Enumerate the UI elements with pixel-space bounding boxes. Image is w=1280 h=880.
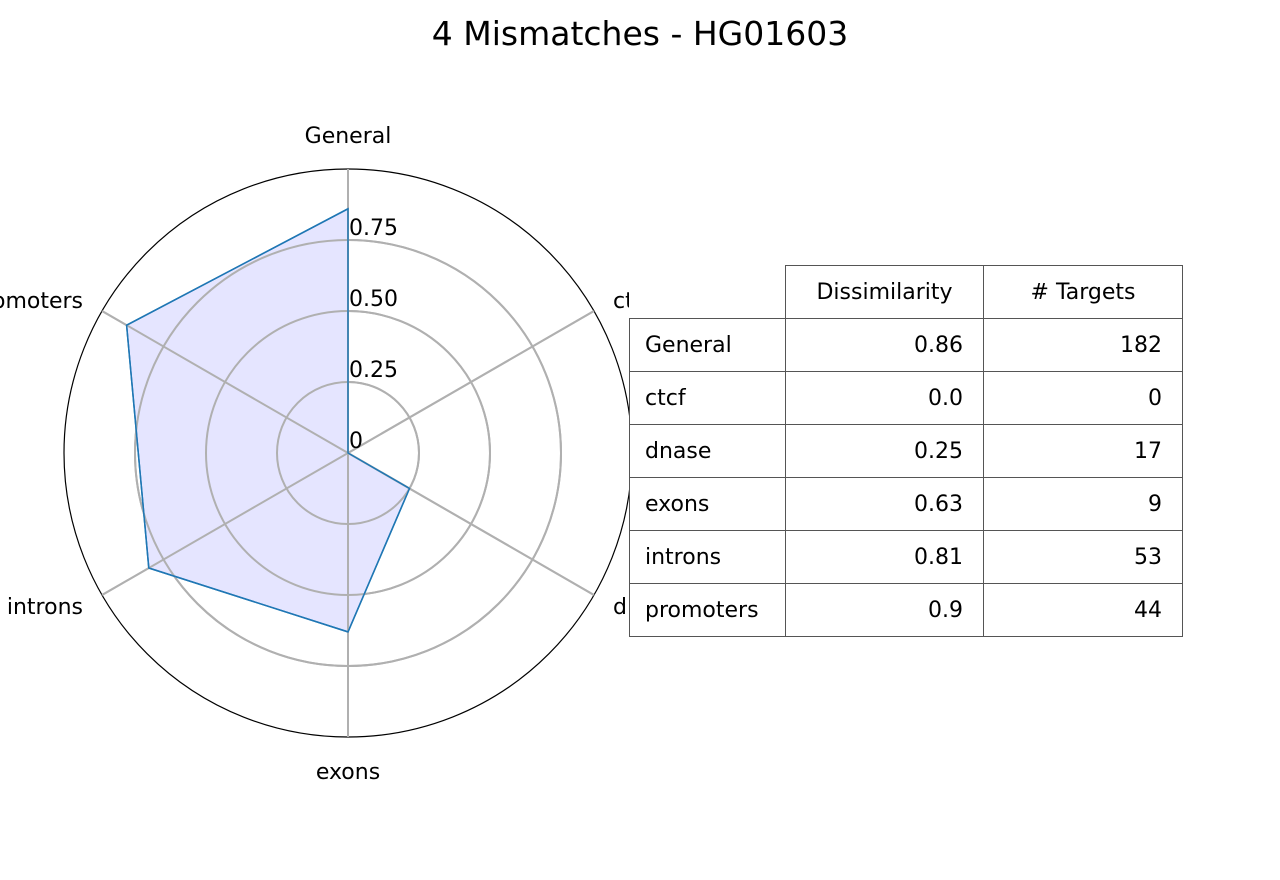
targets-cell: 44 [983,583,1183,637]
row-label: dnase [629,424,786,478]
row-label: exons [629,477,786,531]
row-label: ctcf [629,371,786,425]
series-outline [125,207,411,633]
targets-cell: 9 [983,477,1183,531]
radial-tick-label: 0.75 [349,216,398,241]
table-row: General 0.86 182 [629,318,1183,372]
table-row: promoters 0.9 44 [629,583,1183,637]
category-label: exons [316,760,380,785]
dissimilarity-cell: 0.81 [785,530,984,584]
table-row: ctcf 0.0 0 [629,371,1183,425]
targets-cell: 17 [983,424,1183,478]
row-label: General [629,318,786,372]
table-row: dnase 0.25 17 [629,424,1183,478]
dissimilarity-cell: 0.86 [785,318,984,372]
spoke-overlay [101,310,349,454]
radial-tick-label: 0.50 [349,287,398,312]
table-row: exons 0.63 9 [629,477,1183,531]
chart-title: 4 Mismatches - HG01603 [432,14,848,53]
table-row: introns 0.81 53 [629,530,1183,584]
spoke-overlay [101,452,349,596]
dissimilarity-cell: 0.25 [785,424,984,478]
data-table: Dissimilarity # Targets General 0.86 182… [629,265,1183,637]
dissimilarity-cell: 0.9 [785,583,984,637]
radial-tick-label: 0.25 [349,358,398,383]
table-header-row: Dissimilarity # Targets [630,265,1183,319]
row-label: promoters [629,583,786,637]
column-header-dissimilarity: Dissimilarity [785,265,984,319]
table-corner [630,266,786,319]
column-header-targets: # Targets [983,265,1183,319]
radial-tick-label: 0 [349,429,363,454]
spoke-overlay [347,310,595,454]
dissimilarity-cell: 0.0 [785,371,984,425]
targets-cell: 53 [983,530,1183,584]
row-label: introns [629,530,786,584]
dissimilarity-cell: 0.63 [785,477,984,531]
targets-cell: 182 [983,318,1183,372]
category-label: promoters [0,289,83,314]
targets-cell: 0 [983,371,1183,425]
category-label: introns [7,595,83,620]
category-label: General [305,124,392,149]
